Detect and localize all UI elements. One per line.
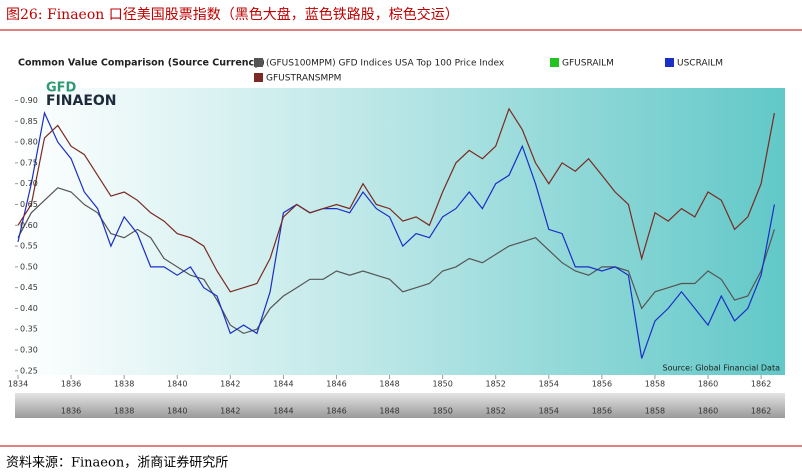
x-tick-label: 1852 [486, 380, 506, 389]
y-tick-label: 0.55 [20, 242, 38, 251]
y-tick-label: 0.60 [20, 221, 38, 230]
figure-caption: 图26: Finaeon 口径美国股票指数（黑色大盘，蓝色铁路股，棕色交运） [6, 6, 459, 23]
x-tick-label: 1842 [220, 380, 240, 389]
x-tick-label: 1840 [167, 380, 187, 389]
x-tick-label: 1860 [698, 380, 718, 389]
plot [17, 107, 775, 359]
navigator-label: 1840 [167, 407, 187, 416]
x-tick-label: 1844 [273, 380, 293, 389]
chart-title: Common Value Comparison (Source Currency… [18, 58, 265, 69]
legend-swatch [254, 58, 263, 67]
plot-background [15, 88, 785, 375]
legend-swatch [550, 58, 559, 67]
y-tick-label: 0.75 [20, 158, 38, 167]
x-tick-label: 1856 [592, 380, 612, 389]
x-tick-label: 1836 [61, 380, 81, 389]
y-tick-label: 0.70 [20, 179, 38, 188]
y-tick-label: 0.80 [20, 138, 38, 147]
x-tick-label: 1850 [432, 380, 452, 389]
navigator-label: 1852 [486, 407, 506, 416]
y-tick-label: 0.65 [20, 200, 38, 209]
series-line [17, 107, 775, 293]
x-tick-label: 1854 [539, 380, 559, 389]
navigator-label: 1836 [61, 407, 81, 416]
navigator-label: 1858 [645, 407, 665, 416]
y-tick-label: 0.45 [20, 283, 38, 292]
navigator-label: 1844 [273, 407, 293, 416]
y-tick-label: 0.25 [20, 366, 38, 375]
logo-bottom: FINAEON [46, 93, 117, 109]
navigator-label: 1862 [751, 407, 771, 416]
y-tick-label: 0.40 [20, 304, 38, 313]
legend-label: GFUSRAILM [562, 59, 614, 69]
y-tick-label: 0.85 [20, 117, 38, 126]
x-tick-label: 1862 [751, 380, 771, 389]
series-line [17, 111, 775, 359]
navigator-label: 1850 [432, 407, 452, 416]
logo-top: GFD [46, 81, 77, 96]
x-tick-label: 1858 [645, 380, 665, 389]
navigator-label: 1860 [698, 407, 718, 416]
navigator-label: 1856 [592, 407, 612, 416]
legend-label: (GFUS100MPM) GFD Indices USA Top 100 Pri… [266, 59, 505, 69]
navigator-label: 1846 [326, 407, 346, 416]
y-tick-label: 0.50 [20, 262, 38, 271]
x-tick-label: 1846 [326, 380, 346, 389]
y-tick-label: 0.30 [20, 346, 38, 355]
y-tick-label: 0.90 [20, 96, 38, 105]
x-tick-label: 1834 [8, 380, 28, 389]
navigator-label: 1842 [220, 407, 240, 416]
legend-swatch [254, 73, 263, 82]
source-note: Source: Global Financial Data [663, 364, 781, 373]
navigator-label: 1838 [114, 407, 134, 416]
navigator-label: 1854 [539, 407, 559, 416]
navigator [15, 393, 785, 418]
x-tick-label: 1848 [379, 380, 399, 389]
footer-source: 资料来源：Finaeon，浙商证券研究所 [6, 455, 228, 471]
series-line [17, 187, 775, 335]
x-tick-label: 1838 [114, 380, 134, 389]
navigator-label: 1848 [379, 407, 399, 416]
legend-label: USCRAILM [677, 59, 723, 69]
legend-label: GFUSTRANSMPM [266, 74, 341, 84]
y-tick-label: 0.35 [20, 325, 38, 334]
legend-swatch [665, 58, 674, 67]
